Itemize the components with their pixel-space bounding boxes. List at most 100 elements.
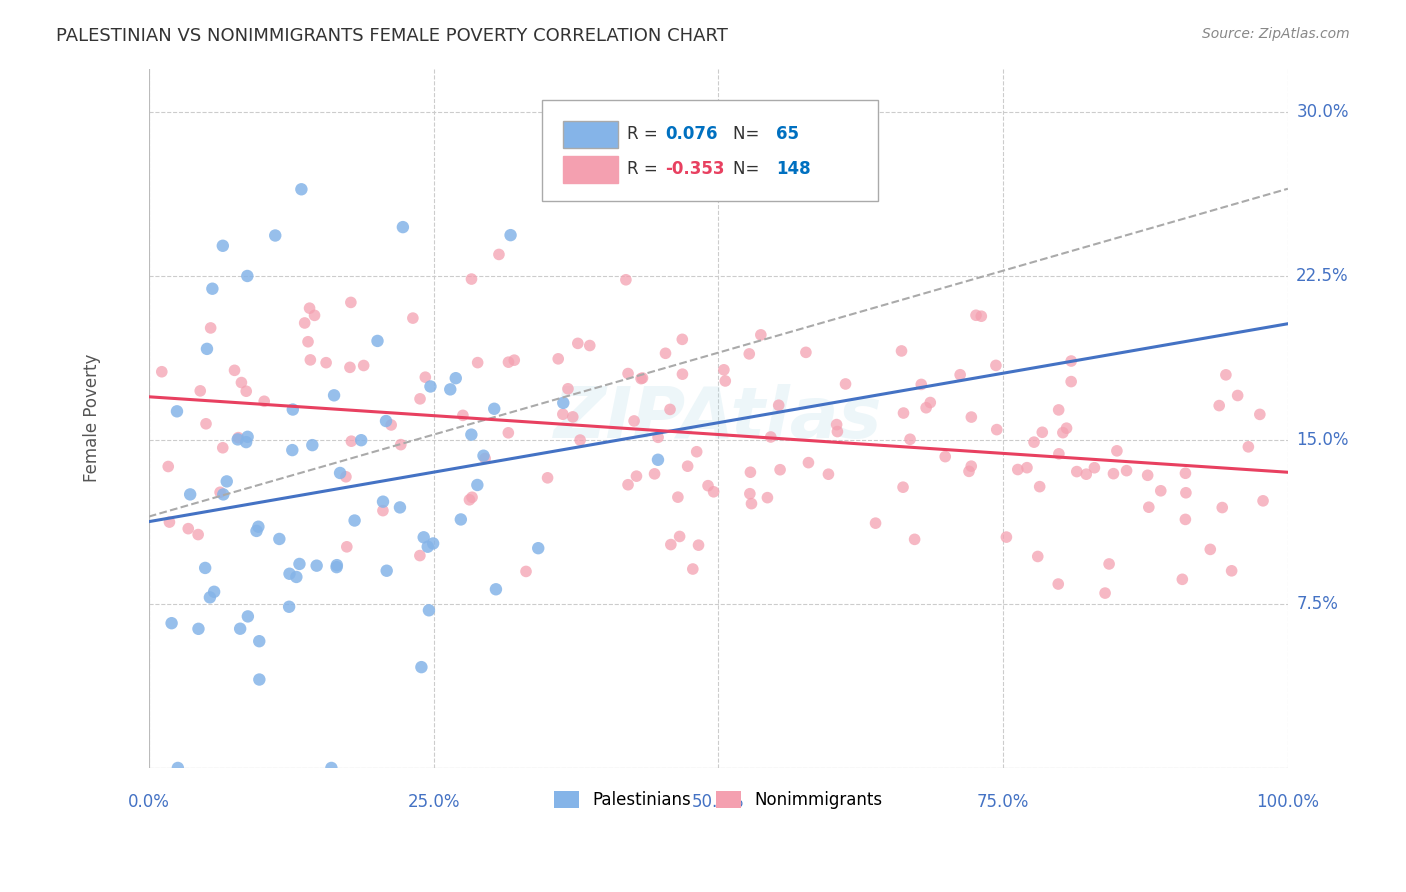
Nonimmigrants (671, 367, 693, 381)
Palestinians (215, 475, 238, 489)
Nonimmigrants (986, 423, 1008, 437)
Nonimmigrants (647, 430, 669, 444)
Palestinians (281, 402, 304, 417)
Nonimmigrants (402, 311, 425, 326)
Text: Source: ZipAtlas.com: Source: ZipAtlas.com (1202, 27, 1350, 41)
Palestinians (484, 401, 506, 416)
Nonimmigrants (1022, 435, 1045, 450)
Palestinians (226, 433, 249, 447)
Nonimmigrants (668, 529, 690, 543)
Text: 50.0%: 50.0% (692, 793, 745, 811)
Nonimmigrants (794, 345, 817, 359)
Nonimmigrants (817, 467, 839, 482)
Nonimmigrants (1251, 493, 1274, 508)
Nonimmigrants (666, 490, 689, 504)
Nonimmigrants (578, 338, 600, 352)
Nonimmigrants (294, 316, 316, 330)
Text: R =: R = (627, 160, 664, 178)
Palestinians (647, 452, 669, 467)
Nonimmigrants (515, 565, 537, 579)
Nonimmigrants (1215, 368, 1237, 382)
Palestinians (195, 342, 218, 356)
Nonimmigrants (1060, 375, 1083, 389)
Nonimmigrants (1031, 425, 1053, 440)
FancyBboxPatch shape (541, 100, 877, 202)
Text: N=: N= (733, 125, 765, 143)
Nonimmigrants (1211, 500, 1233, 515)
Nonimmigrants (231, 376, 253, 390)
Nonimmigrants (551, 407, 574, 421)
Nonimmigrants (1199, 542, 1222, 557)
Palestinians (467, 478, 489, 492)
Nonimmigrants (904, 533, 927, 547)
Nonimmigrants (157, 459, 180, 474)
Nonimmigrants (340, 434, 363, 449)
Nonimmigrants (949, 368, 972, 382)
Nonimmigrants (834, 376, 856, 391)
Nonimmigrants (703, 484, 725, 499)
Nonimmigrants (547, 351, 569, 366)
Nonimmigrants (415, 370, 437, 384)
Nonimmigrants (304, 309, 326, 323)
Nonimmigrants (1056, 421, 1078, 435)
Nonimmigrants (1102, 467, 1125, 481)
Palestinians (371, 494, 394, 508)
Nonimmigrants (458, 492, 481, 507)
Nonimmigrants (1249, 408, 1271, 422)
Nonimmigrants (626, 469, 648, 483)
Palestinians (229, 622, 252, 636)
Nonimmigrants (1015, 460, 1038, 475)
Nonimmigrants (1237, 440, 1260, 454)
Nonimmigrants (960, 410, 983, 425)
Palestinians (194, 561, 217, 575)
Nonimmigrants (825, 417, 848, 432)
Nonimmigrants (1060, 354, 1083, 368)
Nonimmigrants (865, 516, 887, 530)
Nonimmigrants (769, 463, 792, 477)
Palestinians (527, 541, 550, 556)
Text: 0.076: 0.076 (665, 125, 717, 143)
FancyBboxPatch shape (564, 121, 619, 148)
Nonimmigrants (1150, 483, 1173, 498)
Palestinians (485, 582, 508, 597)
Nonimmigrants (965, 308, 987, 322)
Nonimmigrants (224, 363, 246, 377)
FancyBboxPatch shape (564, 156, 619, 183)
Nonimmigrants (659, 402, 682, 417)
Nonimmigrants (488, 247, 510, 261)
Palestinians (236, 430, 259, 444)
Nonimmigrants (738, 347, 761, 361)
Palestinians (375, 414, 398, 428)
Nonimmigrants (498, 425, 520, 440)
Palestinians (281, 443, 304, 458)
Nonimmigrants (1208, 399, 1230, 413)
Text: 15.0%: 15.0% (1296, 431, 1348, 449)
Nonimmigrants (1171, 572, 1194, 586)
Nonimmigrants (686, 444, 709, 458)
Nonimmigrants (150, 365, 173, 379)
Nonimmigrants (970, 309, 993, 323)
Text: 30.0%: 30.0% (1296, 103, 1348, 121)
Text: 7.5%: 7.5% (1296, 595, 1339, 613)
Palestinians (388, 500, 411, 515)
Nonimmigrants (557, 382, 579, 396)
Palestinians (412, 530, 434, 544)
Nonimmigrants (1076, 467, 1098, 482)
Nonimmigrants (1098, 557, 1121, 571)
Palestinians (160, 616, 183, 631)
Palestinians (460, 427, 482, 442)
Nonimmigrants (659, 538, 682, 552)
Palestinians (419, 379, 441, 393)
Nonimmigrants (1052, 425, 1074, 440)
Palestinians (375, 564, 398, 578)
Palestinians (418, 603, 440, 617)
Nonimmigrants (654, 346, 676, 360)
Nonimmigrants (536, 471, 558, 485)
Palestinians (416, 540, 439, 554)
Nonimmigrants (1174, 467, 1197, 481)
Nonimmigrants (561, 409, 583, 424)
Nonimmigrants (188, 384, 211, 398)
Nonimmigrants (336, 540, 359, 554)
Palestinians (247, 634, 270, 648)
Nonimmigrants (409, 549, 432, 563)
